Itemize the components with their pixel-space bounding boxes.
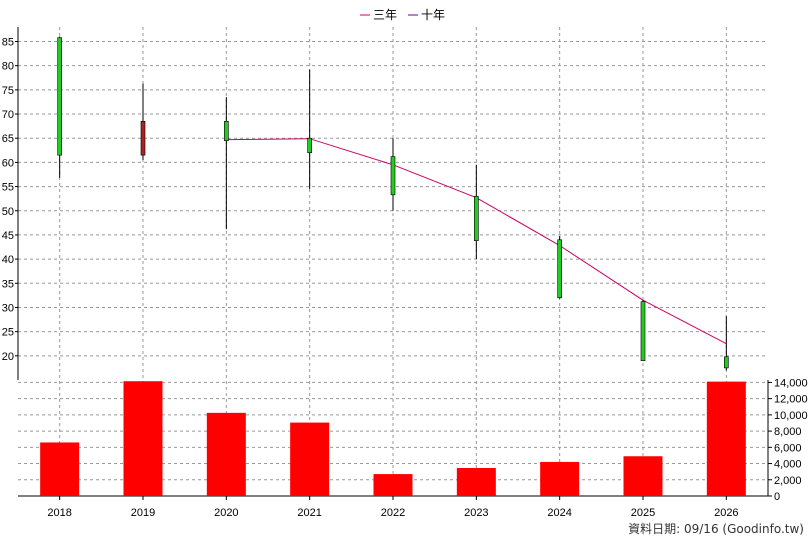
legend-label: 三年 bbox=[373, 8, 397, 22]
year-axis-ticks: 2018 2019 2020 2021 2022 2023 2024 2025 2026 bbox=[47, 496, 739, 519]
volume-tick-label: 2,000 bbox=[774, 475, 802, 487]
year-tick-label: 2022 bbox=[381, 507, 405, 519]
year-tick-label: 2019 bbox=[131, 507, 155, 519]
volume-tick-label: 6,000 bbox=[774, 442, 802, 454]
year-tick-label: 2018 bbox=[47, 507, 71, 519]
price-tick-label: 70 bbox=[2, 109, 14, 121]
candle-body bbox=[57, 37, 62, 156]
volume-bar bbox=[206, 412, 246, 496]
candle-body bbox=[557, 239, 562, 299]
price-axis-ticks: 20 25 30 35 40 45 50 55 60 65 70 75 80 85 bbox=[2, 37, 18, 363]
volume-bar bbox=[540, 461, 580, 496]
price-tick-label: 35 bbox=[2, 278, 14, 290]
price-tick-label: 20 bbox=[2, 351, 14, 363]
legend-label: 十年 bbox=[421, 8, 445, 22]
price-tick-label: 55 bbox=[2, 182, 14, 194]
candle-body bbox=[474, 195, 479, 242]
candlesticks bbox=[57, 36, 729, 371]
price-tick-label: 65 bbox=[2, 133, 14, 145]
candle-body bbox=[224, 120, 229, 141]
year-tick-label: 2021 bbox=[297, 507, 321, 519]
price-tick-label: 50 bbox=[2, 206, 14, 218]
volume-tick-label: 14,000 bbox=[774, 377, 808, 389]
volume-axis-ticks: 0 2,000 4,000 6,000 8,000 10,000 12,000 14,000 bbox=[768, 377, 808, 503]
price-tick-label: 30 bbox=[2, 302, 14, 314]
price-tick-label: 45 bbox=[2, 230, 14, 242]
candle-body bbox=[724, 356, 729, 369]
year-tick-label: 2020 bbox=[214, 507, 238, 519]
legend: 三年 十年 bbox=[360, 8, 445, 22]
data-date-footer: 資料日期: 09/16 (Goodinfo.tw) bbox=[628, 522, 804, 536]
volume-tick-label: 4,000 bbox=[774, 459, 802, 471]
year-tick-label: 2024 bbox=[547, 507, 571, 519]
year-tick-label: 2026 bbox=[714, 507, 738, 519]
volume-tick-label: 0 bbox=[774, 491, 780, 503]
volume-bars bbox=[40, 381, 746, 496]
volume-tick-label: 12,000 bbox=[774, 394, 808, 406]
candle-body bbox=[307, 137, 312, 154]
volume-bar bbox=[623, 456, 663, 496]
candle-body bbox=[640, 301, 646, 361]
volume-bar bbox=[373, 474, 413, 496]
volume-tick-label: 8,000 bbox=[774, 426, 802, 438]
price-tick-label: 60 bbox=[2, 157, 14, 169]
year-tick-label: 2025 bbox=[631, 507, 655, 519]
price-tick-label: 85 bbox=[2, 37, 14, 49]
volume-bar bbox=[706, 381, 746, 496]
volume-bar bbox=[123, 381, 163, 496]
volume-tick-label: 10,000 bbox=[774, 410, 808, 422]
year-tick-label: 2023 bbox=[464, 507, 488, 519]
volume-bar bbox=[40, 442, 80, 496]
candle-body bbox=[390, 156, 396, 196]
price-tick-label: 25 bbox=[2, 327, 14, 339]
volume-bar bbox=[456, 468, 496, 496]
price-tick-label: 40 bbox=[2, 254, 14, 266]
volume-bar bbox=[290, 422, 330, 496]
candle-body bbox=[140, 120, 146, 156]
price-tick-label: 80 bbox=[2, 61, 14, 73]
price-tick-label: 75 bbox=[2, 85, 14, 97]
